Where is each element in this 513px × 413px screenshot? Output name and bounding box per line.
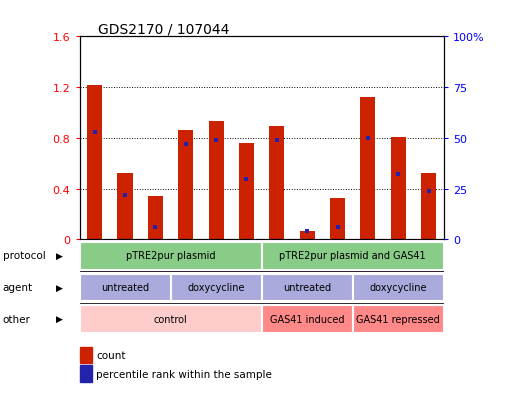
Bar [239,144,254,240]
Text: doxycycline: doxycycline [369,282,427,292]
Text: count: count [96,350,126,360]
Bar [300,231,315,240]
FancyBboxPatch shape [170,274,262,302]
Text: untreated: untreated [283,282,331,292]
Text: other: other [3,314,30,324]
Text: GAS41 induced: GAS41 induced [270,314,344,324]
Text: agent: agent [3,282,33,292]
Bar [148,197,163,240]
Text: GAS41 repressed: GAS41 repressed [357,314,440,324]
FancyBboxPatch shape [80,306,262,333]
FancyBboxPatch shape [262,306,353,333]
Bar [208,122,224,240]
Bar [87,85,102,240]
FancyBboxPatch shape [353,274,444,302]
FancyBboxPatch shape [353,306,444,333]
Text: GDS2170 / 107044: GDS2170 / 107044 [97,22,229,36]
Text: ▶: ▶ [55,251,63,260]
Bar [178,131,193,240]
Text: percentile rank within the sample: percentile rank within the sample [96,369,272,379]
Bar [330,198,345,240]
FancyBboxPatch shape [262,274,353,302]
FancyBboxPatch shape [80,242,262,270]
Text: pTRE2pur plasmid: pTRE2pur plasmid [126,251,215,261]
Bar [117,174,133,240]
Bar [421,174,436,240]
FancyBboxPatch shape [80,274,170,302]
Text: ▶: ▶ [55,314,63,323]
FancyBboxPatch shape [262,242,444,270]
Bar [360,98,376,240]
Text: control: control [154,314,187,324]
Text: doxycycline: doxycycline [187,282,245,292]
Text: pTRE2pur plasmid and GAS41: pTRE2pur plasmid and GAS41 [280,251,426,261]
Bar [269,127,284,240]
Text: ▶: ▶ [55,283,63,292]
Text: untreated: untreated [101,282,149,292]
Text: protocol: protocol [3,251,45,261]
Bar [390,137,406,240]
